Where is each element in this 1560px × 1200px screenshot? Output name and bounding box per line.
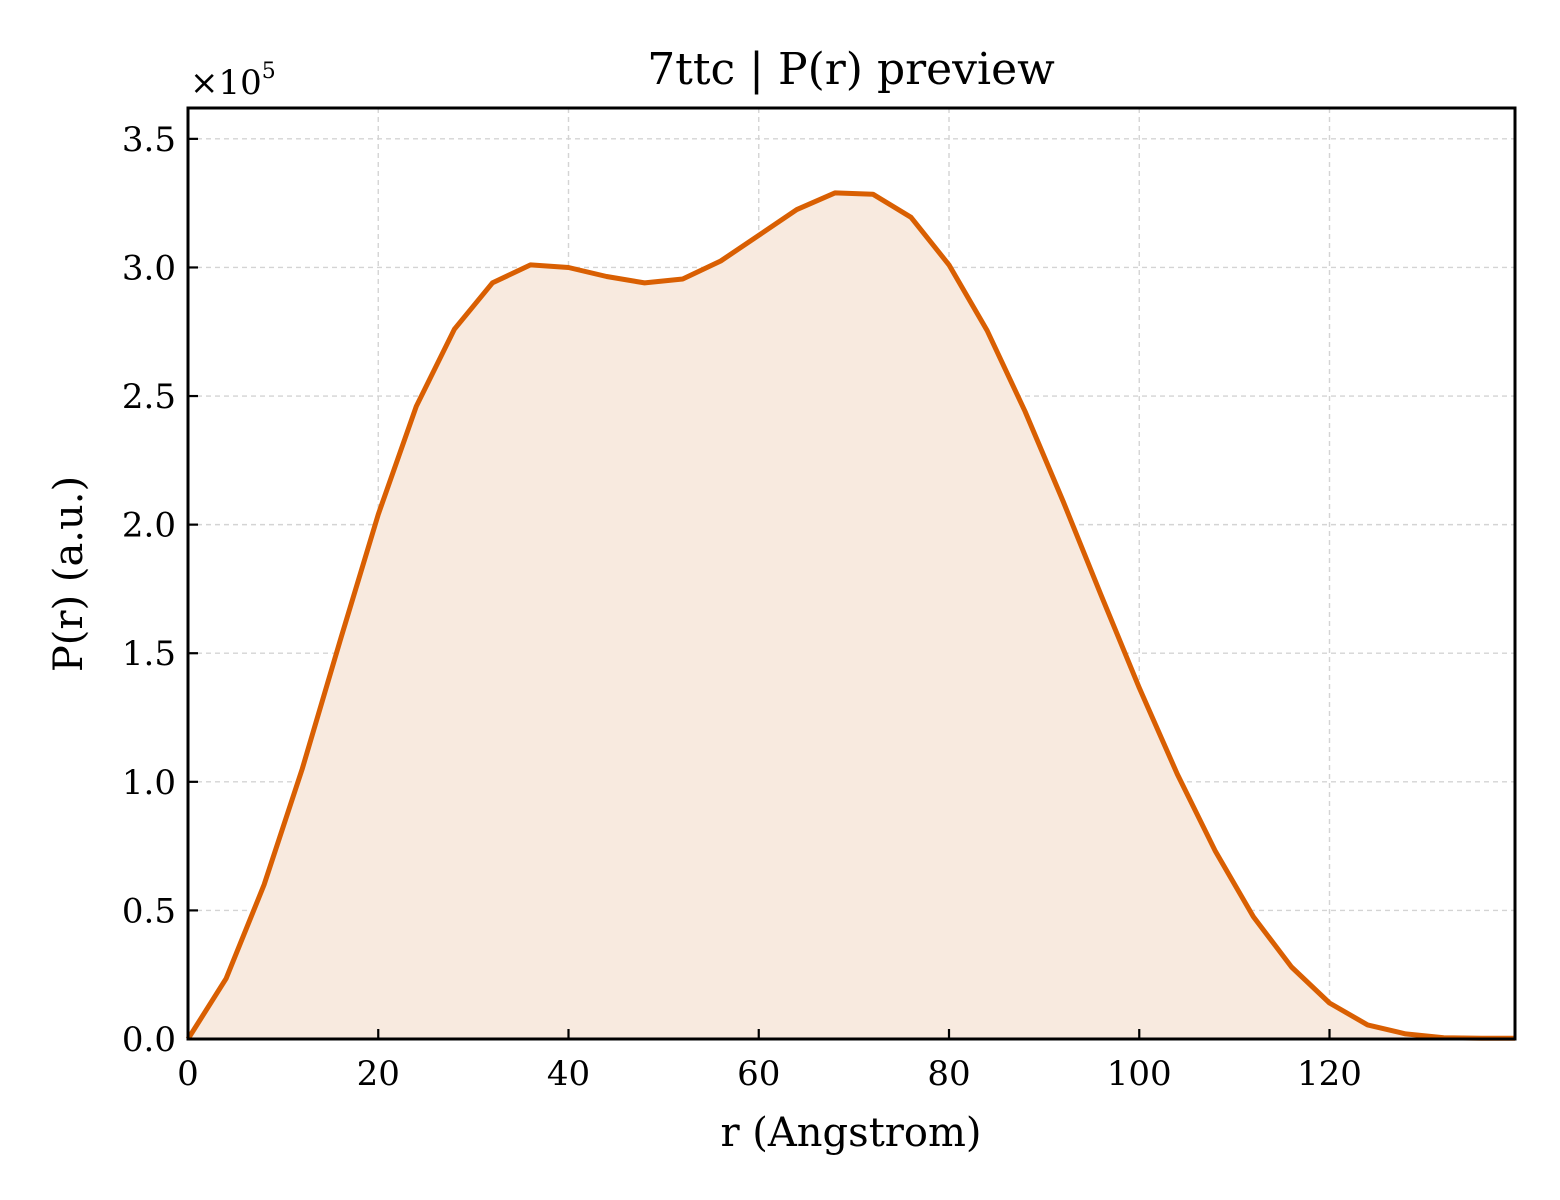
y-offset-base: ×10: [190, 63, 262, 103]
tick-layer: 0 20 40 60 80 100 120 0.0 0.5 1.0 1.5 2.0 2.5 3.0 3.5: [122, 120, 1362, 1094]
y-axis-label: P(r) (a.u.): [46, 476, 92, 672]
series-line: [185, 190, 1515, 1041]
chart-title: 7ttc | P(r) preview: [647, 44, 1055, 95]
y-offset-exponent: 5: [262, 59, 276, 84]
x-tick-label: 80: [927, 1054, 970, 1094]
series-area-fill: [188, 192, 1515, 1039]
x-tick-label: 40: [547, 1054, 590, 1094]
y-tick-label: 2.0: [122, 506, 176, 546]
plot-frame: [186, 106, 1517, 1041]
x-tick-label: 100: [1107, 1054, 1172, 1094]
y-tick-label: 2.5: [122, 377, 176, 417]
x-tick-label: 60: [737, 1054, 780, 1094]
x-tick-label: 0: [177, 1054, 199, 1094]
x-tick-label: 20: [357, 1054, 400, 1094]
y-tick-label: 0.0: [122, 1020, 176, 1060]
y-tick-label: 3.5: [122, 120, 176, 160]
y-tick-label: 1.0: [122, 763, 176, 803]
x-axis-label: r (Angstrom): [720, 1110, 981, 1156]
y-tick-label: 0.5: [122, 891, 176, 931]
y-tick-label: 1.5: [122, 634, 176, 674]
x-tick-label: 120: [1297, 1054, 1362, 1094]
series-layer: [185, 190, 1515, 1041]
y-offset-label: ×105: [190, 59, 276, 103]
y-tick-label: 3.0: [122, 248, 176, 288]
